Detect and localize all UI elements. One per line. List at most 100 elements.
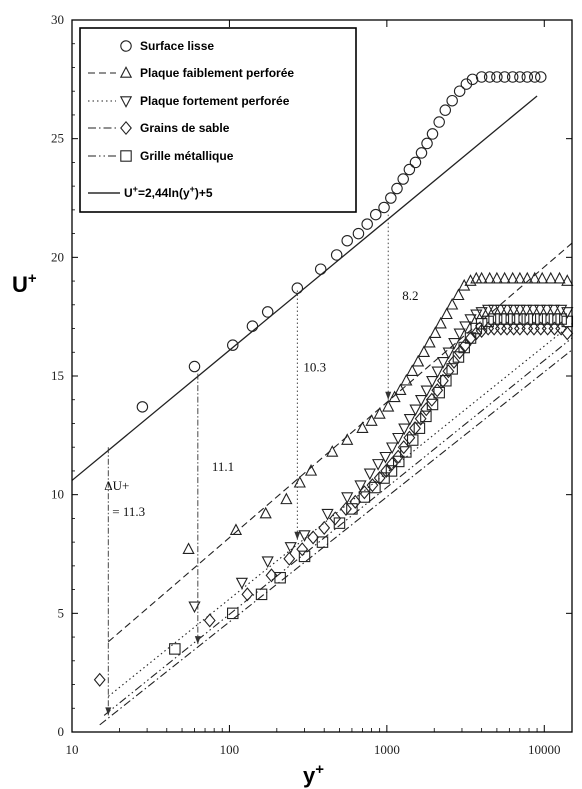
triangle-up-point bbox=[553, 271, 566, 284]
square-point bbox=[385, 465, 398, 477]
triangle-up-point bbox=[326, 445, 339, 457]
diamond-point bbox=[93, 672, 106, 687]
legend-entry-label: Grains de sable bbox=[140, 121, 230, 135]
triangle-up-point bbox=[506, 271, 519, 284]
circle-point bbox=[369, 208, 382, 221]
triangle-down-point bbox=[431, 366, 444, 379]
square-point bbox=[298, 550, 311, 563]
diamond-point bbox=[203, 613, 216, 628]
diamond-point bbox=[465, 330, 477, 346]
legend: Surface lisse Plaque faiblement perforée P… bbox=[79, 27, 357, 213]
x-tick-label: 1000 bbox=[374, 742, 400, 757]
y-tick-label: 20 bbox=[51, 249, 64, 264]
triangle-up-point bbox=[373, 407, 386, 419]
triangle-up-point bbox=[388, 390, 401, 403]
annotation-label: 10.3 bbox=[303, 359, 326, 374]
triangle-up-point bbox=[446, 297, 459, 310]
legend-marker-triangle-up bbox=[119, 66, 133, 78]
series-triangle-up bbox=[182, 271, 574, 555]
triangle-up-point bbox=[470, 271, 483, 284]
triangle-down-point bbox=[475, 307, 488, 319]
fit-line-solid bbox=[72, 95, 538, 481]
diamond-point bbox=[507, 321, 520, 336]
square-point bbox=[495, 313, 507, 325]
square-point bbox=[406, 434, 419, 446]
triangle-up-point bbox=[259, 506, 272, 519]
diamond-point bbox=[561, 326, 574, 341]
triangle-down-point bbox=[403, 413, 416, 426]
triangle-down-point bbox=[379, 451, 392, 464]
diamond-point bbox=[442, 364, 455, 379]
square-point bbox=[555, 313, 567, 325]
triangle-up-point bbox=[423, 335, 436, 348]
diamond-point bbox=[283, 551, 296, 566]
diamond-point bbox=[329, 511, 342, 526]
triangle-down-point bbox=[341, 492, 354, 504]
diamond-point bbox=[340, 501, 352, 516]
triangle-down-point bbox=[540, 304, 554, 317]
triangle-up-point bbox=[356, 421, 369, 433]
square-point bbox=[378, 472, 390, 484]
annotation-label: 11.1 bbox=[212, 459, 234, 474]
circle-point bbox=[439, 104, 452, 116]
square-point bbox=[400, 446, 412, 458]
circle-point bbox=[535, 71, 547, 83]
triangle-up-point bbox=[304, 464, 318, 476]
circle-point bbox=[446, 94, 458, 107]
triangle-down-point bbox=[426, 375, 439, 388]
circle-point bbox=[529, 71, 541, 83]
square-point bbox=[255, 588, 268, 601]
triangle-down-point bbox=[547, 304, 560, 317]
circle-point bbox=[498, 71, 511, 83]
y-tick-label: 30 bbox=[51, 12, 64, 27]
x-axis-title: y+ bbox=[303, 761, 324, 788]
annotation-label: ΔU+ bbox=[104, 478, 129, 493]
square-point bbox=[426, 398, 439, 411]
triangle-up-point bbox=[394, 383, 407, 395]
square-point bbox=[535, 313, 547, 325]
legend-marker-circle bbox=[120, 40, 132, 52]
delta-arrowhead bbox=[385, 391, 392, 400]
annotation-sub-label: = 11.3 bbox=[112, 504, 145, 519]
triangle-down-point bbox=[533, 304, 547, 317]
triangle-down-point bbox=[188, 601, 201, 614]
diamond-point bbox=[296, 542, 309, 557]
legend-entry-label: Surface lisse bbox=[140, 39, 214, 53]
triangle-up-point bbox=[182, 542, 195, 555]
circle-point bbox=[521, 71, 534, 83]
circle-point bbox=[426, 128, 439, 140]
triangle-up-point bbox=[528, 271, 541, 284]
diamond-point bbox=[470, 326, 483, 341]
circle-point bbox=[261, 306, 274, 318]
annotation-label: 8.2 bbox=[402, 288, 418, 303]
circle-point bbox=[385, 192, 397, 204]
triangle-up-point bbox=[475, 271, 488, 284]
triangle-up-point bbox=[229, 523, 243, 536]
triangle-down-point bbox=[482, 304, 495, 317]
y-tick-label: 10 bbox=[51, 487, 64, 502]
square-point bbox=[358, 491, 371, 503]
legend-marker-diamond bbox=[120, 120, 132, 136]
delta-arrowhead bbox=[105, 707, 112, 716]
square-point bbox=[333, 517, 346, 529]
triangle-up-point bbox=[412, 354, 425, 367]
triangle-down-point bbox=[453, 328, 466, 341]
y-axis-title-sup: + bbox=[28, 270, 37, 287]
triangle-up-point bbox=[429, 326, 442, 339]
square-point bbox=[346, 503, 358, 515]
circle-point bbox=[314, 263, 327, 275]
x-tick-label: 10000 bbox=[528, 742, 561, 757]
triangle-up-point bbox=[365, 414, 378, 426]
circle-point bbox=[506, 71, 519, 83]
square-point bbox=[274, 571, 286, 584]
triangle-down-point bbox=[261, 556, 274, 569]
legend-entry-label: Plaque fortement perforée bbox=[140, 94, 290, 108]
triangle-up-point bbox=[498, 271, 511, 284]
circle-point bbox=[433, 116, 445, 128]
triangle-down-point bbox=[372, 459, 385, 471]
triangle-up-point bbox=[464, 274, 477, 286]
diamond-point bbox=[241, 587, 254, 602]
series-square bbox=[169, 313, 574, 655]
diamond-point bbox=[403, 430, 416, 445]
square-point bbox=[433, 386, 445, 399]
